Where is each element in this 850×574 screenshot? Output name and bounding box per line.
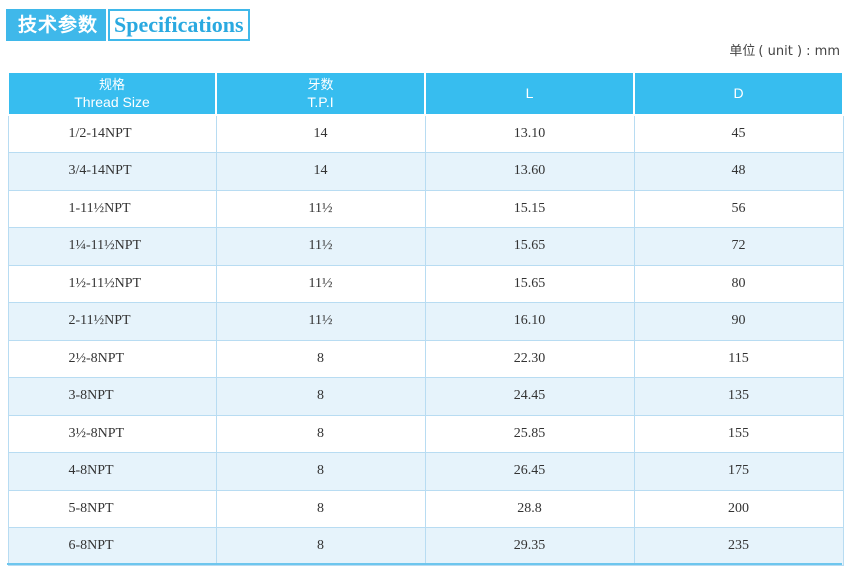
unit-label: 单位 bbox=[729, 44, 756, 59]
table-row: 1½-11½NPT 11½ 15.65 80 bbox=[7, 264, 844, 303]
table-row: 4-8NPT 8 26.45 175 bbox=[7, 452, 844, 491]
cell-l: 22.30 bbox=[424, 339, 635, 378]
cell-d: 235 bbox=[633, 527, 844, 566]
cell-tpi: 11½ bbox=[215, 264, 426, 303]
table-row: 1¼-11½NPT 11½ 15.65 72 bbox=[7, 227, 844, 266]
cell-tpi: 11½ bbox=[215, 227, 426, 266]
cell-thread-size: 2½-8NPT bbox=[7, 339, 217, 378]
cell-tpi: 8 bbox=[215, 339, 426, 378]
cell-l: 13.60 bbox=[424, 152, 635, 191]
table-row: 1/2-14NPT 14 13.10 45 bbox=[7, 114, 844, 153]
table-row: 3/4-14NPT 14 13.60 48 bbox=[7, 152, 844, 191]
cell-l: 29.35 bbox=[424, 527, 635, 566]
cell-l: 15.65 bbox=[424, 264, 635, 303]
cell-d: 90 bbox=[633, 302, 844, 341]
header-tpi: 牙数 T.P.I bbox=[215, 71, 426, 116]
title-english: Specifications bbox=[108, 9, 250, 41]
cell-d: 45 bbox=[633, 114, 844, 153]
cell-d: 115 bbox=[633, 339, 844, 378]
cell-tpi: 8 bbox=[215, 489, 426, 528]
section-title: 技术参数 Specifications bbox=[6, 9, 250, 41]
table-row: 2-11½NPT 11½ 16.10 90 bbox=[7, 302, 844, 341]
table-bottom-rule bbox=[7, 563, 842, 565]
cell-l: 24.45 bbox=[424, 377, 635, 416]
cell-tpi: 11½ bbox=[215, 189, 426, 228]
cell-tpi: 14 bbox=[215, 114, 426, 153]
table-row: 2½-8NPT 8 22.30 115 bbox=[7, 339, 844, 378]
table-row: 3½-8NPT 8 25.85 155 bbox=[7, 414, 844, 453]
cell-tpi: 8 bbox=[215, 452, 426, 491]
unit-note: 单位( unit ) : mm bbox=[729, 40, 840, 59]
cell-d: 175 bbox=[633, 452, 844, 491]
table-row: 1-11½NPT 11½ 15.15 56 bbox=[7, 189, 844, 228]
cell-l: 13.10 bbox=[424, 114, 635, 153]
header-l: L bbox=[424, 71, 635, 116]
cell-d: 155 bbox=[633, 414, 844, 453]
unit-value: ( unit ) : mm bbox=[758, 44, 840, 59]
cell-thread-size: 5-8NPT bbox=[7, 489, 217, 528]
cell-l: 15.65 bbox=[424, 227, 635, 266]
cell-thread-size: 3½-8NPT bbox=[7, 414, 217, 453]
cell-thread-size: 1-11½NPT bbox=[7, 189, 217, 228]
header-d: D bbox=[633, 71, 844, 116]
cell-d: 48 bbox=[633, 152, 844, 191]
header-en: L bbox=[525, 85, 534, 101]
table-body: 1/2-14NPT 14 13.10 45 3/4-14NPT 14 13.60 48 1-11… bbox=[7, 114, 844, 566]
header-cn: 牙数 bbox=[307, 77, 334, 93]
cell-d: 72 bbox=[633, 227, 844, 266]
table-row: 6-8NPT 8 29.35 235 bbox=[7, 527, 844, 566]
table-row: 3-8NPT 8 24.45 135 bbox=[7, 377, 844, 416]
cell-thread-size: 2-11½NPT bbox=[7, 302, 217, 341]
cell-thread-size: 4-8NPT bbox=[7, 452, 217, 491]
cell-d: 80 bbox=[633, 264, 844, 303]
cell-thread-size: 3-8NPT bbox=[7, 377, 217, 416]
cell-l: 28.8 bbox=[424, 489, 635, 528]
header-thread-size: 规格 Thread Size bbox=[7, 71, 217, 116]
cell-l: 16.10 bbox=[424, 302, 635, 341]
cell-tpi: 11½ bbox=[215, 302, 426, 341]
cell-l: 26.45 bbox=[424, 452, 635, 491]
cell-tpi: 14 bbox=[215, 152, 426, 191]
cell-l: 25.85 bbox=[424, 414, 635, 453]
cell-tpi: 8 bbox=[215, 527, 426, 566]
header-en: Thread Size bbox=[74, 93, 150, 110]
cell-l: 15.15 bbox=[424, 189, 635, 228]
header-cn: 规格 bbox=[98, 77, 125, 93]
cell-thread-size: 1/2-14NPT bbox=[7, 114, 217, 153]
header-en: T.P.I bbox=[307, 93, 334, 110]
specifications-table: 规格 Thread Size 牙数 T.P.I L D 1/2-14NPT 14 1… bbox=[7, 71, 844, 566]
table-row: 5-8NPT 8 28.8 200 bbox=[7, 489, 844, 528]
cell-thread-size: 6-8NPT bbox=[7, 527, 217, 566]
cell-d: 135 bbox=[633, 377, 844, 416]
cell-thread-size: 1¼-11½NPT bbox=[7, 227, 217, 266]
cell-d: 200 bbox=[633, 489, 844, 528]
title-chinese: 技术参数 bbox=[6, 9, 107, 41]
cell-thread-size: 3/4-14NPT bbox=[7, 152, 217, 191]
table-header-row: 规格 Thread Size 牙数 T.P.I L D bbox=[7, 71, 844, 116]
header-en: D bbox=[733, 85, 744, 101]
cell-thread-size: 1½-11½NPT bbox=[7, 264, 217, 303]
cell-tpi: 8 bbox=[215, 377, 426, 416]
cell-d: 56 bbox=[633, 189, 844, 228]
cell-tpi: 8 bbox=[215, 414, 426, 453]
